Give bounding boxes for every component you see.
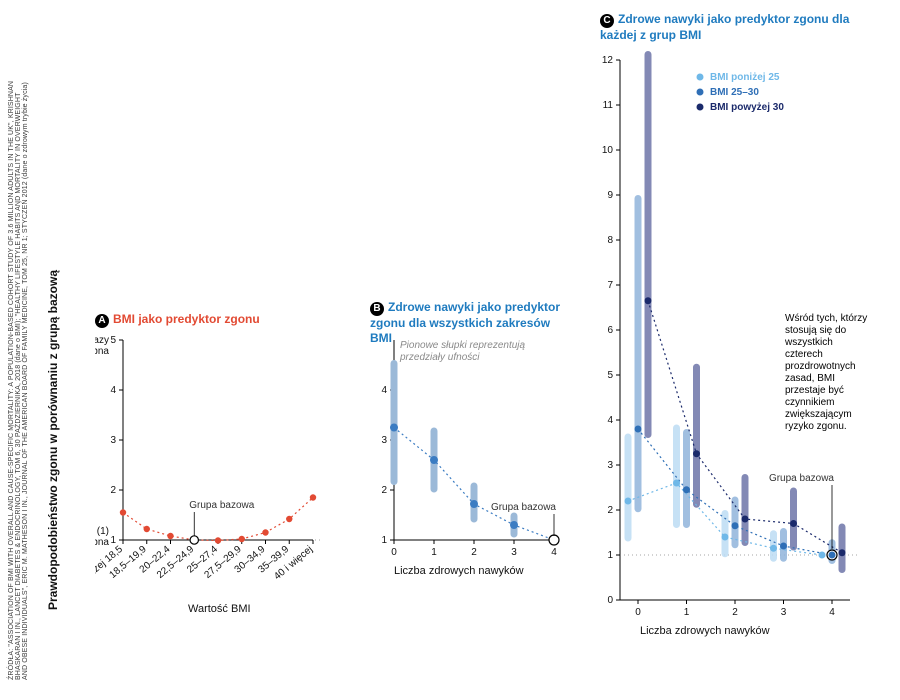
panel-c-title: CZdrowe nawyki jako predyktor zgonu dla … xyxy=(600,12,860,43)
svg-text:czterech: czterech xyxy=(785,349,823,360)
svg-text:3: 3 xyxy=(381,435,387,446)
panel-c-badge: C xyxy=(600,14,614,28)
svg-text:ryzyko zgonu.: ryzyko zgonu. xyxy=(785,421,847,432)
svg-text:3: 3 xyxy=(511,547,517,558)
svg-text:0: 0 xyxy=(635,607,641,618)
svg-text:przestaje być: przestaje być xyxy=(785,385,844,396)
svg-text:2: 2 xyxy=(381,485,387,496)
svg-text:12: 12 xyxy=(602,55,614,66)
y-axis-label: Prawdopodobieństwo zgonu w porównaniu z … xyxy=(46,270,60,610)
svg-text:5: 5 xyxy=(607,370,613,381)
svg-text:0: 0 xyxy=(607,595,613,606)
svg-text:2: 2 xyxy=(732,607,738,618)
svg-text:4: 4 xyxy=(551,547,557,558)
svg-text:Wśród tych, którzy: Wśród tych, którzy xyxy=(785,313,867,324)
svg-text:Równie (1): Równie (1) xyxy=(95,526,109,537)
svg-text:1: 1 xyxy=(431,547,437,558)
panel-b: BZdrowe nawyki jako predyktor zgonu dla … xyxy=(370,330,570,660)
panel-b-title: BZdrowe nawyki jako predyktor zgonu dla … xyxy=(370,300,570,346)
panel-a-chart: 12345Poniżej 18,518,5–19,920–22,422,5–24… xyxy=(95,330,355,660)
svg-text:Grupa bazowa: Grupa bazowa xyxy=(491,502,556,513)
svg-text:0: 0 xyxy=(391,547,397,558)
panel-b-badge: B xyxy=(370,302,384,316)
svg-text:wszystkich: wszystkich xyxy=(784,337,833,348)
svg-text:5: 5 xyxy=(110,335,116,346)
svg-text:zasad, BMI: zasad, BMI xyxy=(785,373,835,384)
panel-a-title-text: BMI jako predyktor zgonu xyxy=(113,312,260,326)
svg-text:Liczba zdrowych nawyków: Liczba zdrowych nawyków xyxy=(394,565,524,577)
svg-text:2: 2 xyxy=(607,505,613,516)
source-note: ŹRÓDŁA: "ASSOCIATION OF BMI WITH OVERALL… xyxy=(8,81,29,680)
svg-text:1: 1 xyxy=(110,535,116,546)
svg-text:stosują się do: stosują się do xyxy=(785,325,847,336)
svg-text:2: 2 xyxy=(110,485,116,496)
svg-text:7: 7 xyxy=(607,280,613,291)
svg-text:11: 11 xyxy=(603,100,614,111)
panel-c: CZdrowe nawyki jako predyktor zgonu dla … xyxy=(590,20,890,680)
svg-text:przedziały ufności: przedziały ufności xyxy=(399,352,480,363)
panel-a-badge: A xyxy=(95,314,109,328)
panel-a-title: A BMI jako predyktor zgonu xyxy=(95,312,260,328)
svg-text:Wartość BMI: Wartość BMI xyxy=(188,603,251,615)
svg-text:zwiększającym: zwiększającym xyxy=(785,409,852,420)
svg-text:3: 3 xyxy=(781,607,787,618)
svg-text:10: 10 xyxy=(602,145,614,156)
svg-text:6: 6 xyxy=(607,325,613,336)
svg-text:1: 1 xyxy=(684,607,690,618)
panel-c-title-text: Zdrowe nawyki jako predyktor zgonu dla k… xyxy=(600,12,849,42)
svg-text:BMI 25–30: BMI 25–30 xyxy=(710,87,759,98)
svg-text:Grupa bazowa: Grupa bazowa xyxy=(189,500,254,511)
svg-text:4: 4 xyxy=(110,385,116,396)
svg-text:8: 8 xyxy=(607,235,613,246)
svg-text:3: 3 xyxy=(607,460,613,471)
panel-b-title-text: Zdrowe nawyki jako predyktor zgonu dla w… xyxy=(370,300,560,345)
svg-text:2: 2 xyxy=(471,547,477,558)
svg-text:Liczba zdrowych nawyków: Liczba zdrowych nawyków xyxy=(640,625,770,637)
svg-text:3: 3 xyxy=(110,435,116,446)
svg-text:prozdrowotnych: prozdrowotnych xyxy=(785,361,856,372)
panel-b-chart: 123401234Liczba zdrowych nawykówPionowe … xyxy=(370,330,580,660)
svg-text:prawdopodobna: prawdopodobna xyxy=(95,537,109,548)
svg-text:Grupa bazowa: Grupa bazowa xyxy=(769,473,834,484)
svg-text:BMI powyżej 30: BMI powyżej 30 xyxy=(710,102,784,113)
svg-text:1: 1 xyxy=(607,550,613,561)
svg-text:BMI poniżej 25: BMI poniżej 25 xyxy=(710,72,780,83)
svg-text:4: 4 xyxy=(381,385,387,396)
svg-text:5 razy: 5 razy xyxy=(95,335,109,346)
svg-text:4: 4 xyxy=(607,415,613,426)
svg-text:bardziej prawdopodobna: bardziej prawdopodobna xyxy=(95,346,109,357)
svg-text:czynnikiem: czynnikiem xyxy=(785,397,834,408)
panel-a: ABMI jako predyktor zgonu 12345Poniżej 1… xyxy=(95,330,315,660)
panel-c-chart: 012345678910111201234Liczba zdrowych naw… xyxy=(590,20,900,680)
svg-text:4: 4 xyxy=(829,607,835,618)
svg-text:1: 1 xyxy=(381,535,387,546)
svg-text:9: 9 xyxy=(607,190,613,201)
